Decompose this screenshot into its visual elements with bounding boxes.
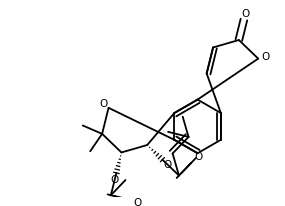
Text: O: O bbox=[241, 9, 250, 19]
Text: O: O bbox=[134, 197, 142, 206]
Text: O: O bbox=[261, 52, 270, 62]
Text: O: O bbox=[194, 151, 202, 161]
Text: O: O bbox=[163, 159, 171, 170]
Text: O: O bbox=[111, 174, 119, 185]
Text: O: O bbox=[99, 98, 107, 108]
